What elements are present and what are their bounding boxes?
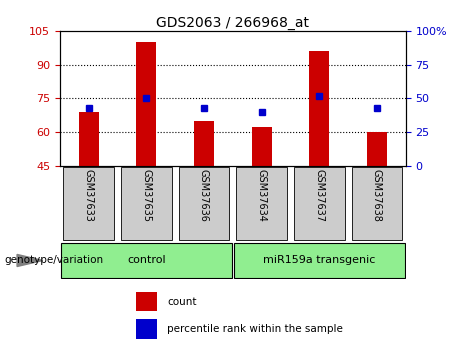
Bar [79,112,99,166]
Bar [136,42,156,166]
FancyBboxPatch shape [236,167,287,240]
Text: GSM37638: GSM37638 [372,169,382,221]
Text: percentile rank within the sample: percentile rank within the sample [167,324,343,334]
FancyBboxPatch shape [351,167,402,240]
Text: miR159a transgenic: miR159a transgenic [263,256,375,265]
Bar [136,292,157,311]
Bar [136,319,157,339]
Text: GSM37636: GSM37636 [199,169,209,221]
Text: GSM37634: GSM37634 [257,169,266,221]
Bar [309,51,329,166]
Bar [194,121,214,166]
Bar [367,132,387,166]
Title: GDS2063 / 266968_at: GDS2063 / 266968_at [156,16,309,30]
Polygon shape [17,255,43,266]
FancyBboxPatch shape [63,167,114,240]
Bar [252,127,272,166]
Text: GSM37635: GSM37635 [142,169,151,221]
FancyBboxPatch shape [294,167,345,240]
FancyBboxPatch shape [61,244,231,277]
Text: GSM37633: GSM37633 [84,169,94,221]
FancyBboxPatch shape [234,244,405,277]
FancyBboxPatch shape [178,167,229,240]
Text: genotype/variation: genotype/variation [5,256,104,265]
FancyBboxPatch shape [121,167,171,240]
Text: control: control [127,256,165,265]
Text: count: count [167,297,196,307]
Text: GSM37637: GSM37637 [314,169,324,221]
